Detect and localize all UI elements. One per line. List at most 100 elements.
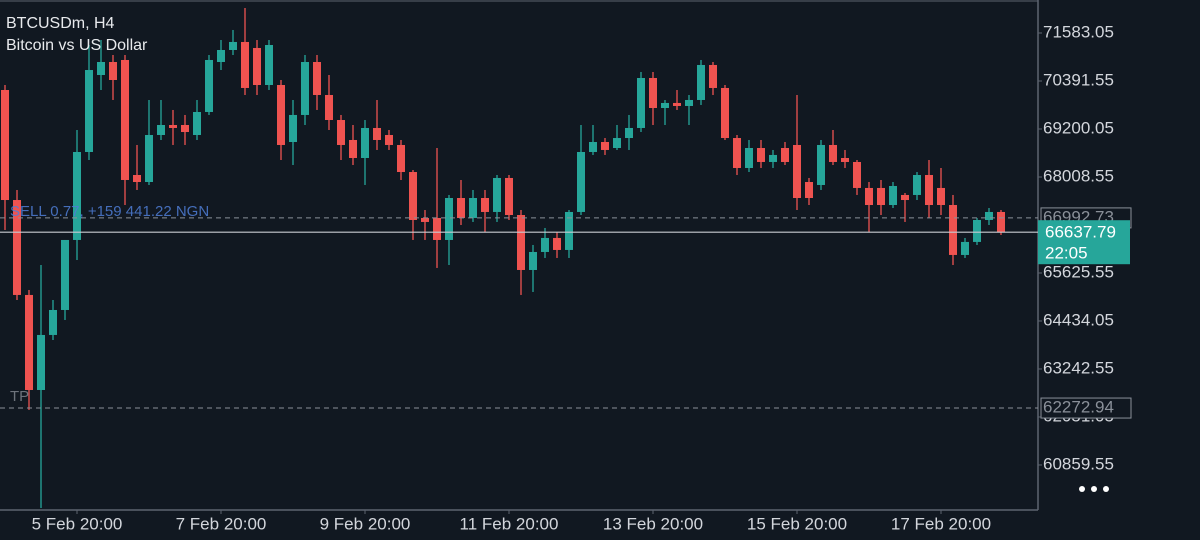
- candle-body: [121, 59, 129, 180]
- candle-body: [349, 139, 357, 158]
- candle-body: [673, 102, 681, 106]
- candle-body: [361, 127, 369, 158]
- menu-dot[interactable]: [1079, 486, 1085, 492]
- candle-body: [253, 47, 261, 85]
- candle-body: [481, 197, 489, 212]
- candle-body: [37, 334, 45, 390]
- candle-body: [529, 251, 537, 270]
- y-tick-label: 69200.05: [1043, 118, 1114, 137]
- candle-body: [517, 214, 525, 270]
- candle-body: [769, 154, 777, 162]
- x-tick-label: 13 Feb 20:00: [603, 514, 703, 533]
- candle-body: [325, 94, 333, 121]
- candle-body: [841, 157, 849, 162]
- more-menu[interactable]: [1079, 486, 1109, 492]
- candle-body: [193, 111, 201, 135]
- candle-body: [313, 61, 321, 95]
- y-tick-label: 70391.55: [1043, 70, 1114, 89]
- candle-body: [649, 77, 657, 109]
- candle-body: [541, 237, 549, 252]
- candle-body: [985, 211, 993, 220]
- candle-body: [793, 144, 801, 198]
- candle-body: [817, 144, 825, 185]
- candle-body: [685, 99, 693, 106]
- candle-body: [613, 138, 621, 149]
- candle-body: [661, 102, 669, 109]
- candle-body: [421, 217, 429, 222]
- candle-body: [265, 44, 273, 85]
- candle-body: [385, 134, 393, 145]
- candle-body: [277, 85, 285, 145]
- x-tick-label: 9 Feb 20:00: [320, 514, 411, 533]
- candle-body: [925, 174, 933, 206]
- tp-price-box: [1040, 397, 1132, 419]
- candle-body: [145, 134, 153, 183]
- candle-body: [181, 125, 189, 133]
- candle-body: [85, 70, 93, 152]
- candle-body: [445, 197, 453, 240]
- candle-body: [973, 219, 981, 242]
- candle-body: [205, 59, 213, 112]
- candle-body: [889, 185, 897, 206]
- candle-body: [109, 61, 117, 81]
- candle-body: [853, 161, 861, 188]
- menu-dot[interactable]: [1103, 486, 1109, 492]
- candle-body: [337, 120, 345, 145]
- candle-body: [877, 187, 885, 206]
- candle-body: [589, 142, 597, 152]
- current-price-box: [1038, 220, 1130, 265]
- candle-body: [241, 41, 249, 88]
- chart-title: BTCUSDm, H4: [6, 15, 115, 32]
- candle-body: [73, 151, 81, 240]
- candle-body: [1, 89, 9, 201]
- x-tick-label: 5 Feb 20:00: [32, 514, 123, 533]
- menu-dot[interactable]: [1091, 486, 1097, 492]
- candle-body: [229, 41, 237, 50]
- candle-body: [565, 211, 573, 250]
- countdown: 22:05: [1045, 244, 1088, 263]
- candle-body: [721, 87, 729, 139]
- candle-body: [781, 148, 789, 162]
- candle-body: [373, 127, 381, 140]
- candle-body: [397, 144, 405, 173]
- y-tick-label: 64434.05: [1043, 310, 1114, 329]
- position-label: SELL 0.77, +159 441.22 NGN: [10, 203, 209, 220]
- candle-body: [913, 174, 921, 195]
- x-tick-label: 17 Feb 20:00: [891, 514, 991, 533]
- candle-body: [601, 142, 609, 150]
- plot: [1, 8, 1005, 508]
- tp-label: TP: [10, 388, 29, 405]
- candle-body: [829, 144, 837, 162]
- candle-body: [949, 205, 957, 255]
- x-tick-label: 15 Feb 20:00: [747, 514, 847, 533]
- tp-price: 62272.94: [1043, 398, 1114, 417]
- candle-body: [697, 64, 705, 100]
- y-tick-label: 60859.55: [1043, 454, 1114, 473]
- candle-body: [25, 294, 33, 390]
- candle-body: [469, 197, 477, 218]
- candle-body: [157, 125, 165, 135]
- candle-body: [409, 172, 417, 220]
- candle-body: [457, 197, 465, 218]
- candle-body: [553, 237, 561, 250]
- candle-body: [733, 138, 741, 168]
- candle-body: [493, 177, 501, 212]
- y-tick-label: 65625.55: [1043, 262, 1114, 281]
- y-tick-label: 63242.55: [1043, 358, 1114, 377]
- candle-body: [577, 151, 585, 212]
- candle-body: [433, 217, 441, 240]
- candle-body: [709, 64, 717, 88]
- candle-body: [637, 77, 645, 128]
- candle-body: [217, 49, 225, 62]
- y-tick-label: 71583.05: [1043, 22, 1114, 41]
- candle-body: [961, 241, 969, 255]
- candle-body: [505, 177, 513, 215]
- candle-body: [937, 187, 945, 206]
- chart-subtitle: Bitcoin vs US Dollar: [6, 37, 148, 54]
- candle-body: [49, 309, 57, 335]
- current-price: 66637.79: [1045, 223, 1116, 242]
- candle-body: [133, 174, 141, 183]
